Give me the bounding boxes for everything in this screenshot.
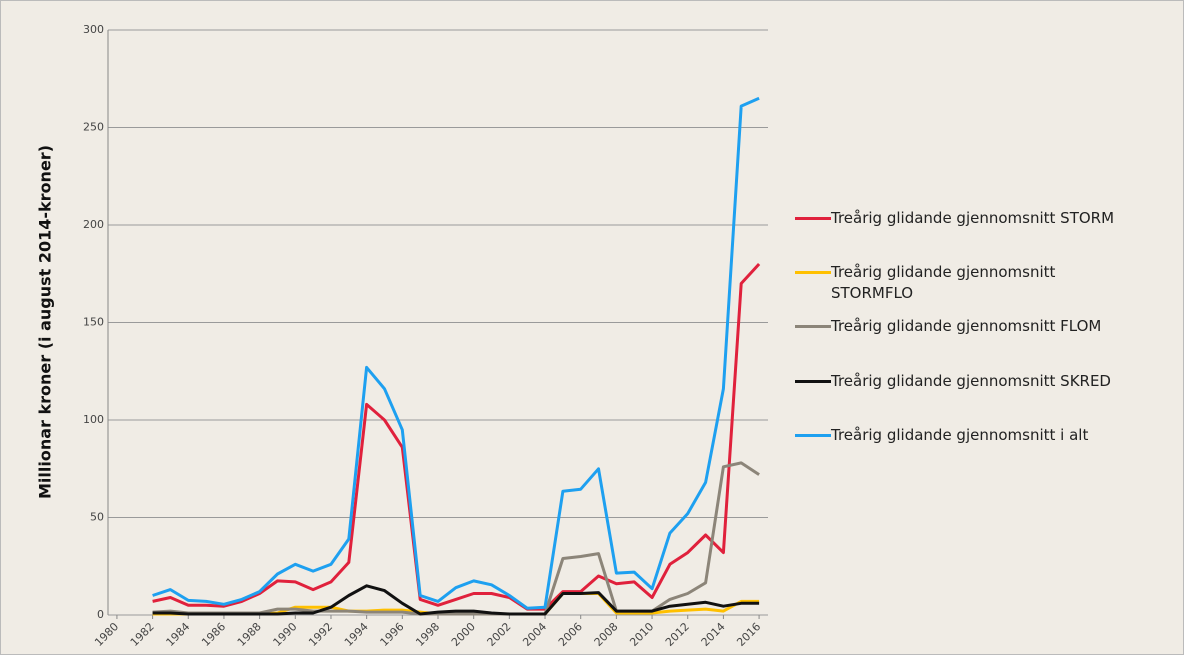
- legend-label: Treårig glidande gjennomsnitt i alt: [831, 426, 1089, 444]
- legend-swatch: [795, 380, 831, 383]
- legend-item: Treårig glidande gjennomsnitt SKRED: [795, 371, 1181, 392]
- legend-item: Treårig glidande gjennomsnitt STORMFLO: [795, 262, 1101, 304]
- legend-swatch: [795, 217, 831, 220]
- legend-label: Treårig glidande gjennomsnitt SKRED: [831, 372, 1111, 390]
- x-tick-label: 1986: [199, 620, 228, 649]
- x-tick-label: 1994: [342, 620, 371, 649]
- legend-item: Treårig glidande gjennomsnitt FLOM: [795, 316, 1181, 337]
- y-tick-label: 300: [83, 23, 104, 36]
- x-tick-label: 2008: [592, 620, 621, 649]
- x-tick-label: 2004: [520, 620, 549, 649]
- legend-label: Treårig glidande gjennomsnitt FLOM: [831, 317, 1102, 335]
- legend-label: Treårig glidande gjennomsnitt STORMFLO: [831, 263, 1056, 302]
- line-series: [152, 262, 761, 611]
- x-tick-label: 2012: [663, 620, 692, 649]
- legend-swatch: [795, 434, 831, 437]
- x-tick-label: 2014: [699, 620, 728, 649]
- x-tick-label: 1996: [378, 620, 407, 649]
- y-tick-label: 50: [90, 511, 104, 524]
- y-tick-label: 150: [83, 316, 104, 329]
- y-axis-label: Millionar kroner (i august 2014-kroner): [36, 145, 55, 499]
- x-tick-label: 2000: [449, 620, 478, 649]
- x-tick-label: 1984: [164, 620, 193, 649]
- legend-item: Treårig glidande gjennomsnitt STORM: [795, 208, 1181, 229]
- line-series: [152, 96, 760, 610]
- legend-swatch: [795, 325, 831, 328]
- x-tick-label: 1998: [413, 620, 442, 649]
- y-tick-label: 100: [83, 413, 104, 426]
- y-tick-label: 0: [97, 608, 104, 621]
- y-tick-label: 250: [83, 121, 104, 134]
- x-tick-label: 1988: [235, 620, 264, 649]
- x-tick-label: 1992: [306, 620, 335, 649]
- x-tick-label: 1982: [128, 620, 157, 649]
- x-tick-label: 2006: [556, 620, 585, 649]
- legend-label: Treårig glidande gjennomsnitt STORM: [831, 209, 1115, 227]
- x-tick-label: 1990: [271, 620, 300, 649]
- legend-swatch: [795, 271, 831, 274]
- x-tick-label: 2016: [734, 620, 763, 649]
- legend-item: Treårig glidande gjennomsnitt i alt: [795, 425, 1181, 446]
- x-tick-label: 1980: [92, 620, 121, 649]
- y-tick-label: 200: [83, 218, 104, 231]
- x-tick-label: 2002: [485, 620, 514, 649]
- line-series: [152, 584, 760, 616]
- x-tick-label: 2010: [627, 620, 656, 649]
